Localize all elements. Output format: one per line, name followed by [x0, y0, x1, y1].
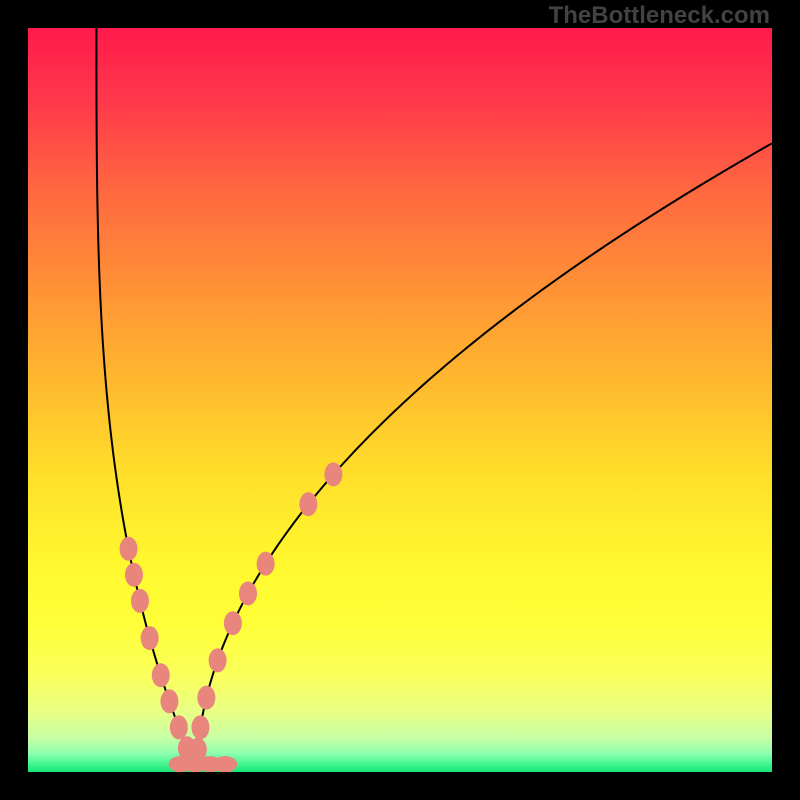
- curve-marker: [160, 689, 178, 713]
- curve-marker: [120, 537, 138, 561]
- curve-marker: [125, 563, 143, 587]
- curve-marker: [152, 663, 170, 687]
- curve-marker: [299, 492, 317, 516]
- chart-svg: [28, 28, 772, 772]
- curve-marker: [141, 626, 159, 650]
- watermark-text: TheBottleneck.com: [549, 2, 770, 30]
- curve-marker: [191, 715, 209, 739]
- curve-marker: [224, 611, 242, 635]
- curve-marker: [324, 462, 342, 486]
- curve-marker: [131, 589, 149, 613]
- curve-marker: [170, 715, 188, 739]
- curve-marker: [239, 581, 257, 605]
- curve-marker: [209, 648, 227, 672]
- plot-area: [28, 28, 772, 772]
- curve-marker: [197, 686, 215, 710]
- curve-marker: [213, 756, 237, 772]
- gradient-background: [28, 28, 772, 772]
- curve-marker: [257, 552, 275, 576]
